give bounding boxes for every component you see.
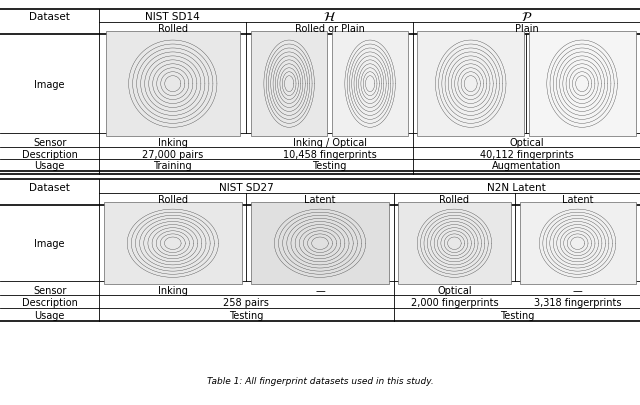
Text: Plain: Plain [515, 24, 538, 34]
Text: Image: Image [35, 239, 65, 249]
Text: Usage: Usage [35, 161, 65, 171]
Text: —: — [573, 285, 582, 295]
Text: Inking / Optical: Inking / Optical [292, 138, 367, 147]
Text: Rolled or Plain: Rolled or Plain [294, 24, 365, 34]
Text: Testing: Testing [312, 161, 347, 171]
Text: —: — [315, 285, 325, 295]
Text: Rolled: Rolled [158, 24, 188, 34]
Text: Optical: Optical [437, 285, 472, 295]
Text: Inking: Inking [158, 138, 188, 147]
Text: Latent: Latent [562, 195, 593, 205]
Text: Inking: Inking [158, 285, 188, 295]
Text: Dataset: Dataset [29, 182, 70, 192]
Text: 2,000 fingerprints: 2,000 fingerprints [411, 297, 498, 307]
Bar [251, 32, 328, 136]
Text: Optical: Optical [509, 138, 544, 147]
Text: NIST SD14: NIST SD14 [145, 12, 200, 22]
Bar [332, 32, 408, 136]
Text: Training: Training [154, 161, 192, 171]
Text: Latent: Latent [304, 195, 336, 205]
Bar [104, 203, 242, 284]
Text: N2N Latent: N2N Latent [488, 182, 546, 192]
Text: Sensor: Sensor [33, 285, 67, 295]
Text: Dataset: Dataset [29, 12, 70, 22]
Text: Testing: Testing [500, 310, 534, 320]
Text: Usage: Usage [35, 310, 65, 320]
Text: Sensor: Sensor [33, 138, 67, 147]
Bar [106, 32, 240, 136]
Text: Description: Description [22, 297, 77, 307]
Text: Rolled: Rolled [158, 195, 188, 205]
Bar [417, 32, 524, 136]
Text: Rolled: Rolled [440, 195, 469, 205]
Text: Image: Image [35, 80, 65, 90]
Text: Table 1: All fingerprint datasets used in this study.: Table 1: All fingerprint datasets used i… [207, 376, 433, 385]
Text: Testing: Testing [229, 310, 264, 320]
Text: $\mathcal{H}$: $\mathcal{H}$ [323, 11, 336, 23]
Bar [529, 32, 636, 136]
Text: 40,112 fingerprints: 40,112 fingerprints [479, 149, 573, 159]
Bar [251, 203, 389, 284]
Text: 258 pairs: 258 pairs [223, 297, 269, 307]
Text: Description: Description [22, 149, 77, 159]
Text: $\mathcal{P}$: $\mathcal{P}$ [521, 11, 532, 23]
Text: 27,000 pairs: 27,000 pairs [142, 149, 204, 159]
Bar [398, 203, 511, 284]
Text: NIST SD27: NIST SD27 [219, 182, 274, 192]
Text: Augmentation: Augmentation [492, 161, 561, 171]
Text: 10,458 fingerprints: 10,458 fingerprints [283, 149, 376, 159]
Text: 3,318 fingerprints: 3,318 fingerprints [534, 297, 621, 307]
Bar [520, 203, 636, 284]
